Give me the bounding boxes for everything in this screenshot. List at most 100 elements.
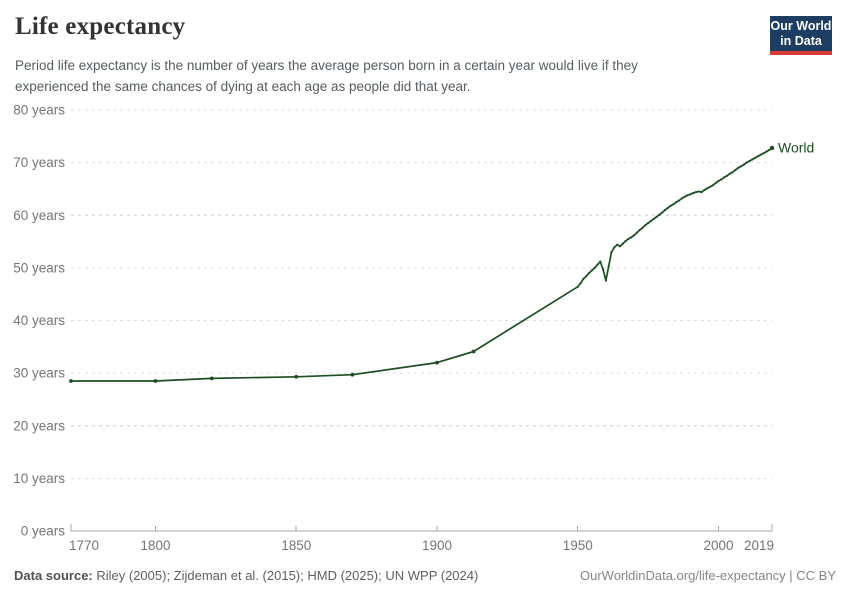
data-point-marker (655, 215, 658, 218)
y-tick-label: 0 years (21, 524, 66, 539)
data-point-marker (742, 163, 745, 166)
data-point-marker (587, 272, 591, 275)
y-tick-label: 60 years (13, 208, 65, 223)
data-point-marker (633, 234, 636, 237)
y-tick-label: 20 years (13, 418, 65, 433)
page-title: Life expectancy (15, 13, 186, 40)
data-point-marker (624, 239, 627, 243)
data-point-marker (765, 150, 768, 153)
y-tick-label: 10 years (13, 471, 65, 486)
data-point-marker (618, 245, 622, 248)
data-point-marker (616, 243, 619, 246)
data-point-marker (604, 279, 608, 282)
data-point-marker (714, 182, 717, 185)
data-point-marker (686, 194, 689, 197)
world-series-label[interactable]: World (778, 139, 814, 155)
data-point-marker (700, 191, 703, 194)
data-point-marker (745, 161, 748, 164)
logo-line-2: in Data (780, 33, 822, 48)
data-point-marker (754, 156, 757, 159)
data-point-marker (647, 222, 650, 225)
data-point-marker (644, 224, 647, 227)
data-point-marker (599, 260, 602, 263)
data-point-marker (756, 155, 760, 158)
chart-footer: Data source: Riley (2005); Zijdeman et a… (14, 568, 836, 583)
data-point-marker (579, 282, 582, 285)
y-tick-label: 80 years (13, 103, 65, 118)
data-point-marker (576, 285, 579, 288)
data-point-marker (621, 242, 624, 245)
x-tick-label: 2019 (744, 538, 774, 553)
y-tick-label: 50 years (13, 260, 65, 275)
data-point-marker (294, 374, 299, 379)
data-point-marker (769, 145, 775, 151)
data-point-marker (350, 372, 355, 377)
data-point-marker (593, 266, 596, 269)
x-tick-label: 1900 (422, 538, 452, 553)
x-tick-label: 1800 (140, 538, 170, 553)
data-point-marker (630, 236, 633, 239)
data-point-marker (635, 231, 639, 234)
data-point-marker (69, 379, 73, 383)
data-point-marker (610, 251, 613, 254)
data-point-marker (689, 193, 692, 196)
data-point-marker (209, 376, 214, 381)
data-point-marker (602, 268, 605, 271)
owid-url-link[interactable]: OurWorldinData.org/life-expectancy | CC … (579, 568, 836, 583)
subtitle-line-1: Period life expectancy is the number of … (15, 58, 638, 73)
x-tick-label: 2000 (703, 538, 733, 553)
data-point-marker (582, 277, 585, 280)
logo-line-1: Our World (770, 18, 832, 33)
data-point-marker (762, 152, 765, 155)
data-point-marker (739, 165, 743, 168)
x-tick-label: 1770 (69, 538, 99, 553)
x-tick-label: 1950 (563, 538, 593, 553)
data-point-marker (694, 191, 698, 194)
data-point-marker (613, 246, 616, 249)
data-point-marker (663, 208, 667, 212)
subtitle-line-2: experienced the same chances of dying at… (15, 79, 471, 94)
data-point-marker (768, 148, 771, 152)
chart-subtitle: Period life expectancy is the number of … (15, 55, 638, 97)
y-tick-label: 70 years (13, 155, 65, 170)
data-point-marker (678, 199, 681, 202)
data-point-marker (720, 178, 723, 181)
data-point-marker (680, 197, 684, 200)
data-point-marker (661, 211, 664, 214)
data-point-marker (672, 203, 675, 206)
data-point-marker (751, 158, 754, 161)
owid-logo[interactable]: Our World in Data (770, 16, 832, 55)
data-point-marker (607, 265, 610, 268)
data-point-marker (717, 179, 720, 183)
data-source-label: Data source: (14, 568, 93, 583)
data-point-marker (638, 228, 641, 232)
data-point-marker (435, 360, 439, 365)
x-axis (70, 524, 773, 532)
data-point-marker (590, 269, 593, 272)
data-source-note: Data source: Riley (2005); Zijdeman et a… (14, 568, 478, 583)
data-point-marker (683, 195, 686, 198)
data-point-marker (748, 159, 751, 163)
data-point-marker (627, 237, 630, 240)
data-point-marker (669, 204, 672, 207)
data-point-marker (641, 226, 644, 229)
data-point-marker (585, 275, 588, 278)
data-point-marker (649, 219, 653, 223)
data-source-list: Riley (2005); Zijdeman et al. (2015); HM… (92, 568, 479, 583)
data-point-marker (658, 213, 661, 216)
data-point-marker (723, 176, 726, 179)
data-point-marker (471, 349, 476, 354)
y-tick-label: 30 years (13, 366, 65, 381)
data-point-marker (711, 184, 715, 187)
data-point-marker (153, 379, 158, 383)
data-point-marker (697, 190, 700, 193)
data-point-marker (737, 166, 740, 169)
world-line[interactable] (70, 147, 773, 382)
data-point-marker (675, 201, 678, 204)
data-point-marker (692, 192, 695, 195)
data-point-marker (734, 168, 737, 172)
data-point-marker (728, 172, 731, 175)
data-point-marker (706, 187, 709, 190)
data-point-marker (652, 217, 655, 220)
